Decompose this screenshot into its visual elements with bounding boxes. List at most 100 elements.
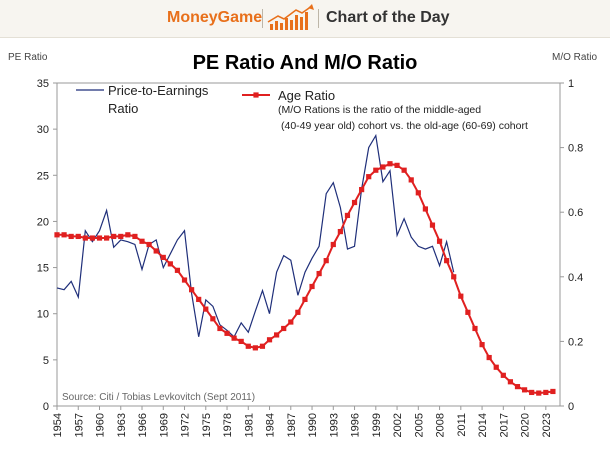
x-tick-label: 2005 [413, 413, 425, 437]
x-tick-label: 1987 [286, 413, 298, 437]
y-axis-left: 0 5 10 15 20 25 30 35 [37, 78, 57, 413]
x-axis: 1954 1957 1960 1963 1966 1969 1972 1975 1978 1981… [52, 406, 553, 437]
data-point-age-ratio [351, 199, 358, 206]
banner: MoneyGame Chart of the Day [0, 0, 610, 38]
data-point-age-ratio [89, 235, 96, 241]
data-point-age-ratio [111, 233, 117, 240]
data-point-age-ratio [429, 222, 436, 228]
data-point-age-ratio [344, 212, 351, 219]
data-point-age-ratio [96, 235, 103, 241]
y-right-tick-label: 0.4 [568, 272, 583, 284]
x-tick-label: 2002 [392, 413, 404, 437]
x-tick-label: 1981 [243, 413, 255, 437]
data-point-age-ratio [118, 233, 124, 240]
data-point-age-ratio [245, 343, 251, 349]
data-point-age-ratio [146, 241, 152, 248]
x-tick-label: 1972 [180, 413, 192, 437]
data-point-age-ratio [224, 330, 230, 336]
data-point-age-ratio [323, 258, 329, 264]
data-point-age-ratio [274, 332, 280, 338]
y-axis-right: 0 0.2 0.4 0.6 0.8 1 [560, 78, 583, 413]
legend: Price-to-Earnings Ratio Age Ratio(M/O Rati… [76, 83, 528, 132]
y-axis-left-label: PE Ratio [8, 52, 48, 63]
data-point-age-ratio [153, 248, 159, 254]
data-point-age-ratio [521, 387, 528, 393]
data-point-age-ratio [217, 325, 223, 332]
x-tick-label: 1969 [158, 413, 170, 437]
data-point-age-ratio [451, 274, 457, 280]
data-point-age-ratio [210, 316, 216, 322]
brand-logo[interactable]: MoneyGame [167, 9, 263, 26]
plot-area [56, 82, 561, 407]
legend-label-pe: Price-to-Earnings [108, 83, 209, 98]
data-point-age-ratio [536, 390, 542, 396]
data-point-age-ratio [543, 389, 549, 396]
legend-marker-age [253, 92, 259, 98]
data-point-age-ratio [302, 296, 308, 303]
series-line-age-ratio [57, 162, 554, 395]
y-left-tick-label: 35 [37, 78, 49, 90]
data-point-age-ratio [196, 296, 202, 303]
x-tick-label: 2020 [520, 413, 532, 437]
series-group [54, 133, 556, 396]
data-point-age-ratio [295, 309, 301, 315]
x-tick-label: 2023 [541, 413, 553, 437]
data-point-age-ratio [337, 228, 343, 235]
plot-frame [56, 82, 561, 407]
x-tick-label: 1954 [52, 413, 64, 437]
data-point-age-ratio [125, 232, 131, 238]
x-tick-label: 1960 [95, 413, 107, 437]
y-left-tick-label: 5 [43, 355, 49, 367]
data-point-age-ratio [167, 261, 173, 267]
x-tick-label: 1975 [201, 413, 213, 437]
data-point-age-ratio [309, 283, 315, 290]
y-left-tick-label: 30 [37, 124, 49, 136]
x-tick-label: 1993 [328, 413, 340, 437]
data-point-age-ratio [500, 372, 506, 378]
data-point-age-ratio [231, 335, 237, 341]
series-price-to-earnings-ratio [56, 133, 455, 338]
data-point-age-ratio [458, 293, 464, 299]
y-right-tick-label: 0 [568, 401, 574, 413]
data-point-age-ratio [330, 241, 336, 248]
series-age-ratio [54, 161, 556, 396]
x-tick-label: 1984 [265, 413, 277, 437]
legend-annotation: (M/O Rations is the ratio of the middle-… [278, 104, 481, 116]
x-tick-label: 1978 [222, 413, 234, 437]
y-right-tick-label: 1 [568, 78, 574, 90]
y-right-tick-label: 0.8 [568, 143, 583, 155]
data-point-age-ratio [103, 235, 110, 241]
data-point-age-ratio [259, 343, 266, 349]
data-point-age-ratio [472, 325, 478, 332]
data-point-age-ratio [486, 354, 492, 361]
legend-label-pe: Ratio [108, 101, 138, 116]
chart-title: PE Ratio And M/O Ratio [193, 52, 418, 74]
data-point-age-ratio [281, 325, 287, 332]
data-point-age-ratio [529, 389, 535, 396]
y-left-tick-label: 25 [37, 170, 49, 182]
series-line-price-to-earnings-ratio [56, 133, 455, 338]
chart-of-the-day-label: Chart of the Day [326, 9, 450, 26]
data-point-age-ratio [408, 177, 414, 183]
x-tick-label: 1996 [350, 413, 362, 437]
data-point-age-ratio [238, 338, 244, 344]
data-point-age-ratio [493, 364, 499, 370]
data-point-age-ratio [139, 238, 145, 244]
source-note: Source: Citi / Tobias Levkovitch (Sept 2… [62, 392, 255, 403]
data-point-age-ratio [203, 306, 209, 312]
data-point-age-ratio [82, 235, 88, 241]
data-point-age-ratio [401, 167, 407, 173]
data-point-age-ratio [189, 287, 195, 293]
y-left-tick-label: 15 [37, 263, 49, 275]
data-point-age-ratio [132, 233, 138, 240]
data-point-age-ratio [436, 238, 443, 244]
x-tick-label: 2011 [456, 413, 468, 437]
data-point-age-ratio [316, 270, 322, 277]
x-tick-label: 1990 [307, 413, 319, 437]
data-point-age-ratio [68, 233, 74, 240]
data-point-age-ratio [288, 319, 294, 325]
data-point-age-ratio [181, 277, 188, 283]
data-point-age-ratio [266, 337, 273, 343]
data-point-age-ratio [61, 232, 67, 238]
